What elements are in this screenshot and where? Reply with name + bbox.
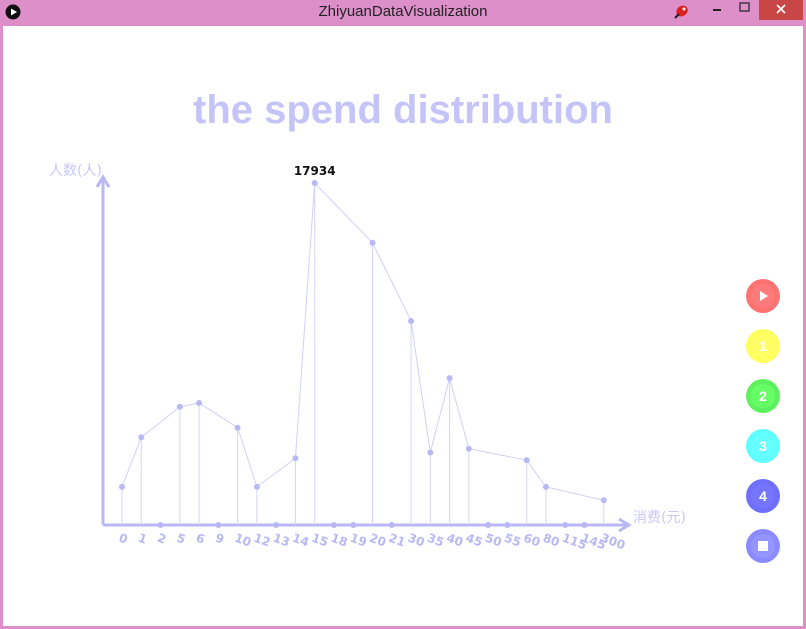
x-tick-label: 14	[290, 531, 310, 550]
minimize-button[interactable]	[703, 0, 731, 20]
data-point	[234, 424, 241, 431]
data-point	[196, 399, 203, 406]
pen-cursor-icon	[674, 5, 688, 19]
x-tick-label: 30	[406, 531, 426, 550]
data-point	[408, 317, 415, 324]
close-button[interactable]	[759, 0, 803, 20]
data-point	[157, 522, 164, 528]
data-point	[600, 497, 607, 504]
data-point	[504, 522, 511, 528]
peak-value-label: 17934	[294, 164, 336, 178]
x-axis-label: 消费(元)	[633, 510, 686, 526]
button-1[interactable]: 1	[746, 329, 780, 363]
data-point	[542, 483, 549, 490]
y-axis-arrow	[95, 174, 111, 188]
x-tick-label: 13	[271, 531, 291, 550]
data-point	[465, 445, 472, 452]
x-tick-label: 0	[117, 531, 130, 547]
data-point	[253, 483, 260, 490]
data-point	[523, 457, 530, 464]
x-tick-label: 15	[310, 531, 330, 550]
data-point	[350, 522, 357, 528]
button-4[interactable]: 4	[746, 479, 780, 513]
data-point	[215, 522, 222, 528]
y-axis-label: 人数(人)	[49, 163, 102, 179]
series-line	[121, 181, 604, 501]
x-tick-label: 19	[348, 531, 368, 550]
x-tick-label: 35	[425, 531, 445, 550]
x-tick-label: 5	[175, 531, 188, 547]
x-tick-label: 45	[464, 531, 484, 550]
x-axis-arrow	[618, 517, 632, 533]
x-tick-label: 50	[483, 531, 503, 550]
minimize-icon	[713, 9, 721, 11]
x-tick-label: 20	[367, 531, 387, 550]
data-point	[388, 522, 395, 528]
x-tick-label: 1	[136, 531, 149, 547]
data-point	[273, 522, 280, 528]
x-tick-label: 40	[445, 531, 465, 550]
stop-button[interactable]	[746, 529, 780, 563]
button-2[interactable]: 2	[746, 379, 780, 413]
x-tick-label: 60	[522, 531, 542, 550]
data-point	[427, 449, 434, 456]
app-play-icon	[5, 4, 21, 20]
button-label: 2	[751, 384, 775, 408]
x-tick-label: 10	[233, 531, 253, 550]
play-icon	[751, 284, 775, 308]
data-point	[311, 180, 318, 186]
data-point	[138, 434, 145, 441]
data-point	[485, 522, 492, 528]
data-point	[446, 375, 453, 382]
chart-title: the spend distribution	[193, 88, 613, 132]
button-label: 3	[751, 434, 775, 458]
x-tick-label: 55	[502, 531, 522, 550]
data-point	[330, 522, 337, 528]
x-tick-label: 12	[252, 531, 272, 550]
x-tick-label: 18	[329, 531, 349, 550]
data-point	[176, 403, 183, 410]
button-3[interactable]: 3	[746, 429, 780, 463]
data-point	[292, 455, 299, 462]
close-icon	[776, 4, 786, 14]
data-point	[369, 239, 376, 246]
title-bar: ZhiyuanDataVisualization	[0, 0, 806, 26]
button-label: 4	[751, 484, 775, 508]
maximize-button[interactable]	[731, 0, 759, 20]
x-tick-label: 6	[194, 531, 207, 547]
x-tick-label: 9	[213, 531, 226, 547]
x-tick-label: 21	[387, 531, 407, 550]
data-point	[581, 522, 588, 528]
button-label: 1	[751, 334, 775, 358]
data-point	[119, 483, 125, 490]
play-button[interactable]	[746, 279, 780, 313]
maximize-icon	[739, 2, 750, 12]
stop-icon	[751, 534, 775, 558]
window-title: ZhiyuanDataVisualization	[318, 3, 488, 20]
x-tick-label: 80	[541, 531, 561, 550]
x-tick-label: 2	[156, 531, 169, 547]
data-point	[562, 522, 569, 528]
